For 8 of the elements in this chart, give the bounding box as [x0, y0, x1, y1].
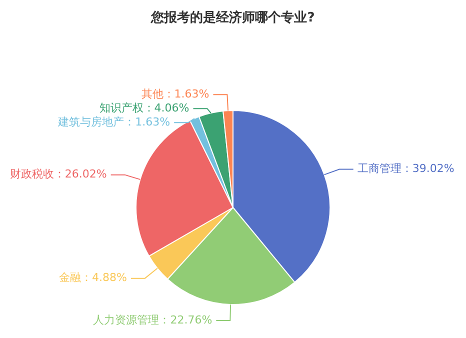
slice-label: 工商管理：39.02%: [357, 162, 454, 176]
slice-label: 财政税收：26.02%: [10, 168, 107, 181]
slice-label: 知识产权：4.06%: [99, 102, 190, 115]
slice-label: 其他：1.63%: [141, 88, 210, 101]
chart-title: 您报考的是经济师哪个专业?: [150, 9, 315, 26]
slice-label: 建筑与房地产：1.63%: [57, 116, 170, 129]
slice-label: 金融：4.88%: [58, 271, 127, 284]
slice-label: 人力资源管理：22.76%: [93, 313, 212, 326]
